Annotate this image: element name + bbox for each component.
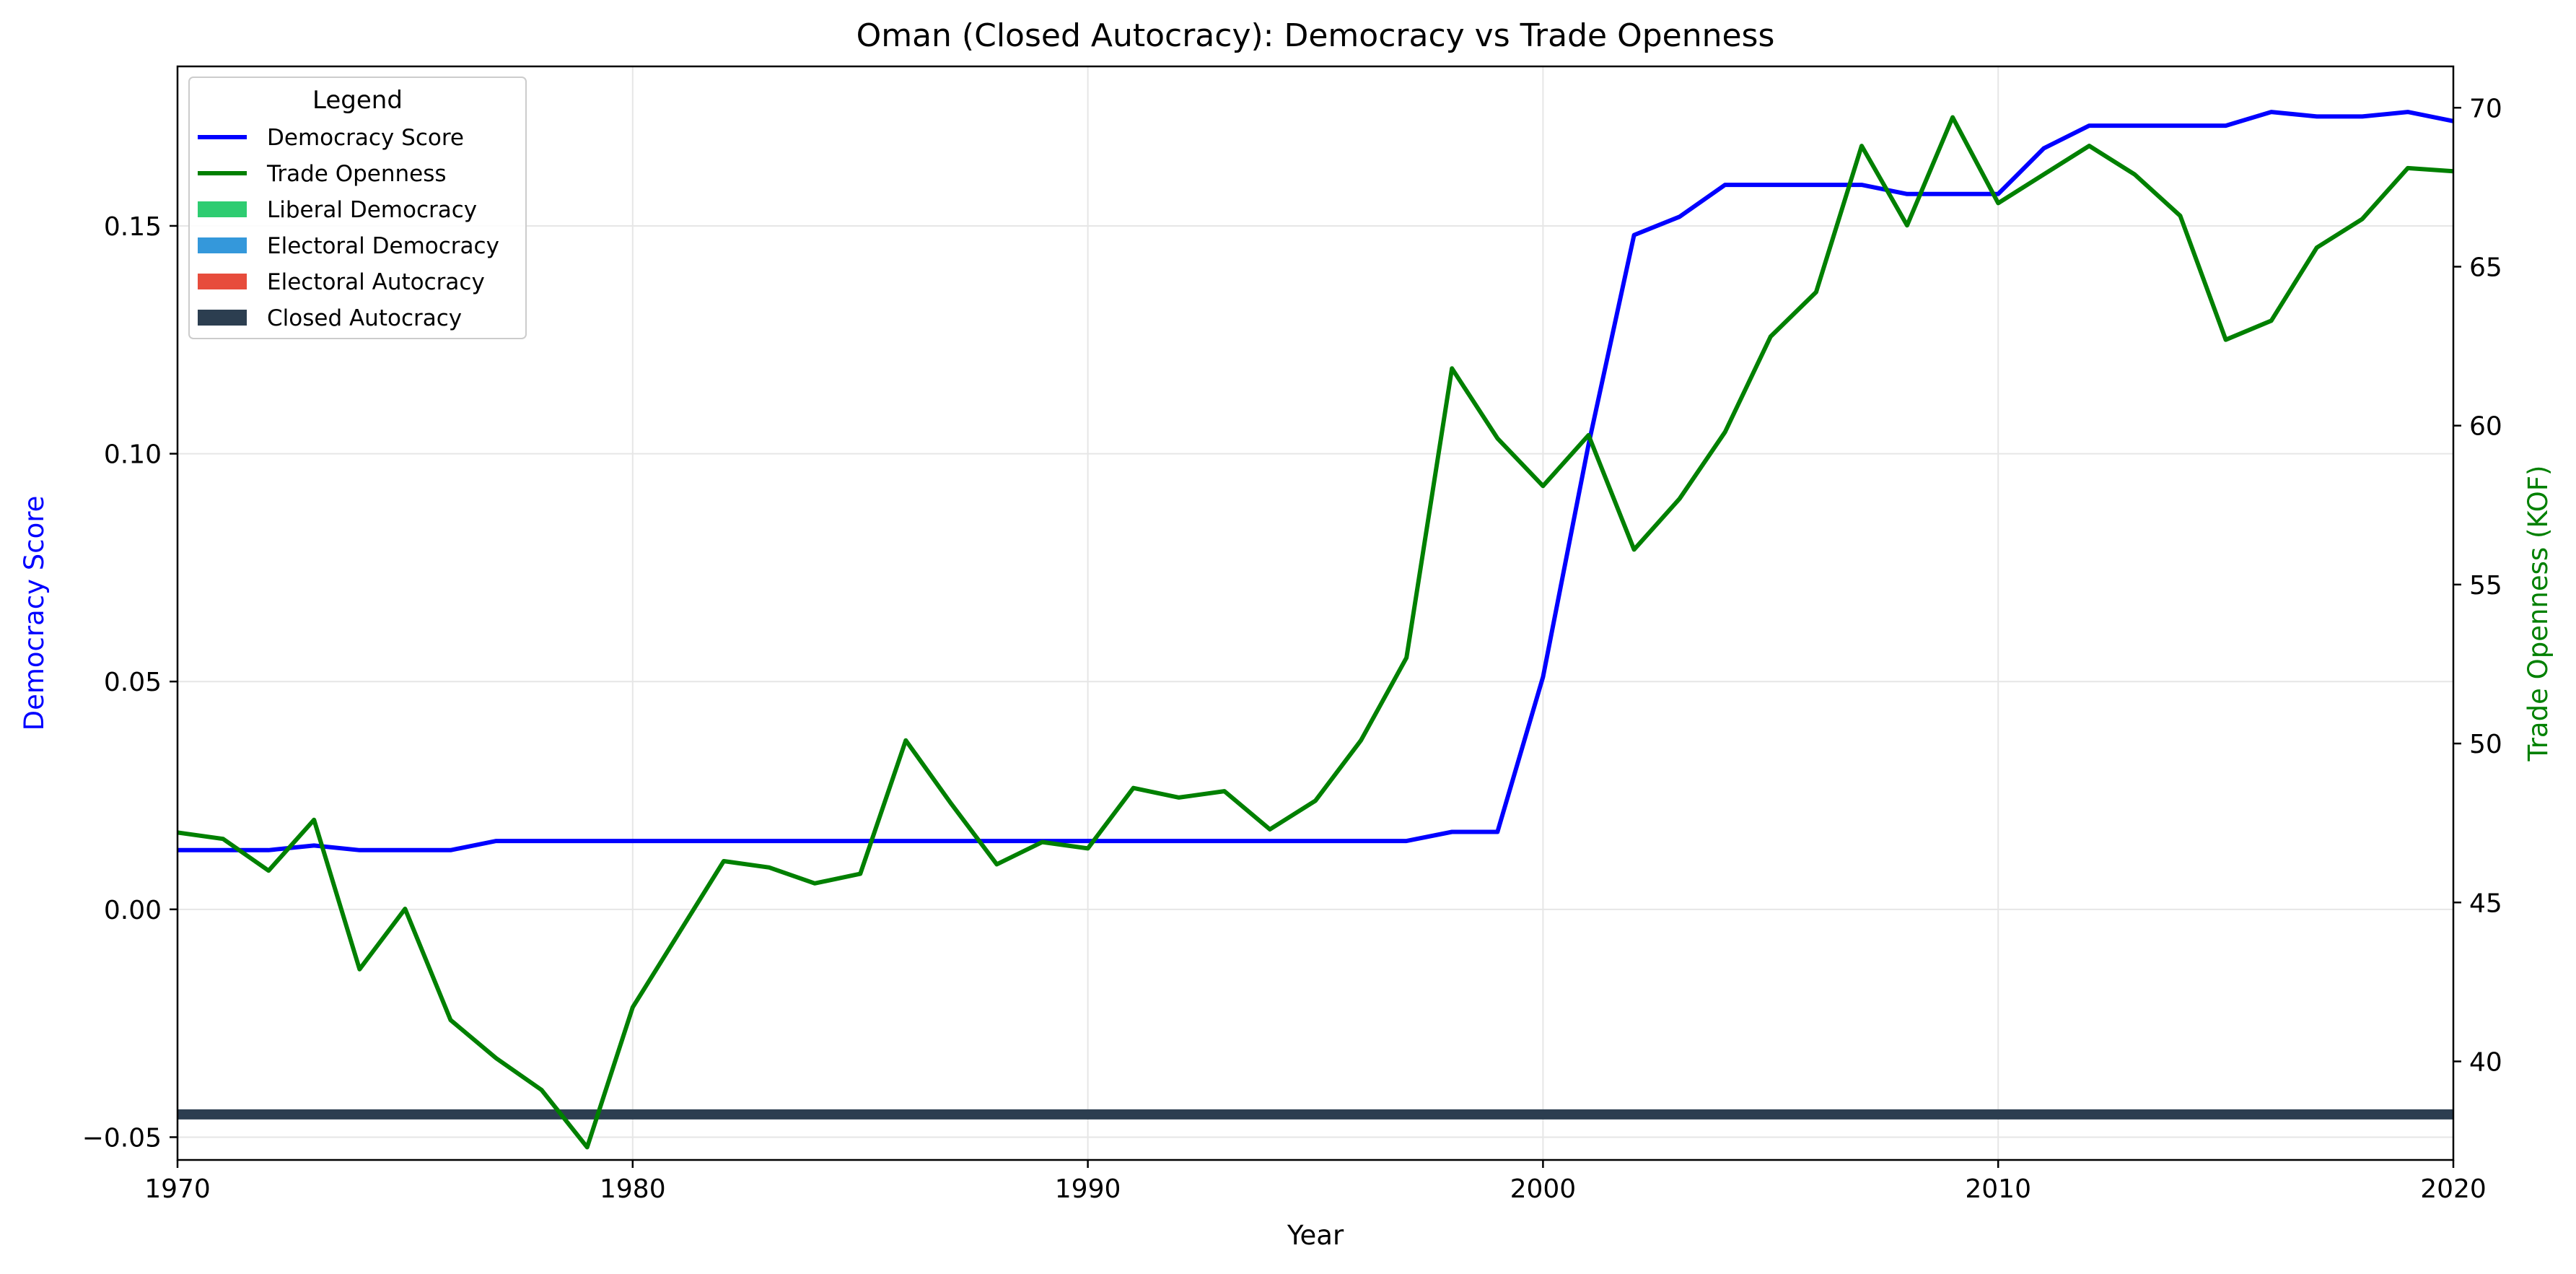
y-right-tick-label: 55	[2469, 571, 2502, 601]
legend-swatch-closed-autocracy	[198, 310, 247, 326]
legend-swatch-liberal-democracy	[198, 201, 247, 217]
x-tick-label: 1970	[144, 1174, 211, 1204]
y-left-axis-label: Democracy Score	[19, 496, 50, 731]
y-right-tick-label: 40	[2469, 1047, 2502, 1077]
legend-label-electoral-democracy: Electoral Democracy	[267, 233, 499, 259]
plot-frame	[176, 65, 2455, 1161]
y-left-axis-ticks: −0.05 0.00 0.05 0.10 0.15	[82, 212, 178, 1153]
series-line-trade-openness	[177, 115, 2454, 1150]
y-left-tick-label: 0.10	[104, 440, 162, 470]
y-right-tick-label: 70	[2469, 94, 2502, 123]
legend-label-closed-autocracy: Closed Autocracy	[267, 305, 462, 331]
x-tick-label: 1990	[1055, 1174, 1121, 1204]
series-line-democracy-score	[178, 110, 2454, 852]
legend-label-liberal-democracy: Liberal Democracy	[267, 197, 477, 223]
legend-box	[188, 77, 527, 339]
y-right-tick-label: 60	[2469, 412, 2502, 442]
x-tick-label: 2010	[1965, 1174, 2031, 1204]
legend-label-electoral-autocracy: Electoral Autocracy	[267, 269, 485, 295]
y-right-tick-label: 45	[2469, 889, 2502, 918]
x-tick-label: 2020	[2420, 1174, 2487, 1204]
legend-swatch-electoral-democracy	[198, 237, 247, 253]
y-left-tick-label: 0.05	[104, 668, 162, 697]
legend: Legend Democracy Score Trade Openness Libe…	[188, 77, 527, 339]
regime-band-closed-autocracy	[178, 1109, 2453, 1120]
y-left-tick-label: 0.15	[104, 212, 162, 242]
y-left-tick-label: 0.00	[104, 896, 162, 925]
legend-label-democracy-score: Democracy Score	[267, 125, 464, 151]
y-left-tick-label: −0.05	[82, 1123, 162, 1153]
y-right-axis-ticks: 40 45 50 55 60 65 70	[2453, 94, 2502, 1077]
y-right-tick-label: 65	[2469, 253, 2502, 282]
gridlines	[177, 66, 2454, 1160]
chart-title: Oman (Closed Autocracy): Democracy vs Tr…	[857, 17, 1775, 54]
x-tick-label: 1980	[600, 1174, 666, 1204]
legend-swatch-electoral-autocracy	[198, 274, 247, 289]
regime-band-layer	[178, 1109, 2453, 1120]
legend-title: Legend	[312, 86, 403, 115]
y-right-axis-label: Trade Openness (KOF)	[2523, 466, 2554, 762]
x-axis-ticks: 1970 1980 1990 2000 2010 2020	[144, 1160, 2487, 1204]
x-tick-label: 2000	[1510, 1174, 1577, 1204]
x-axis-label: Year	[1287, 1220, 1344, 1251]
legend-label-trade-openness: Trade Openness	[266, 161, 447, 187]
y-right-tick-label: 50	[2469, 730, 2502, 759]
series-lines	[177, 110, 2454, 1150]
